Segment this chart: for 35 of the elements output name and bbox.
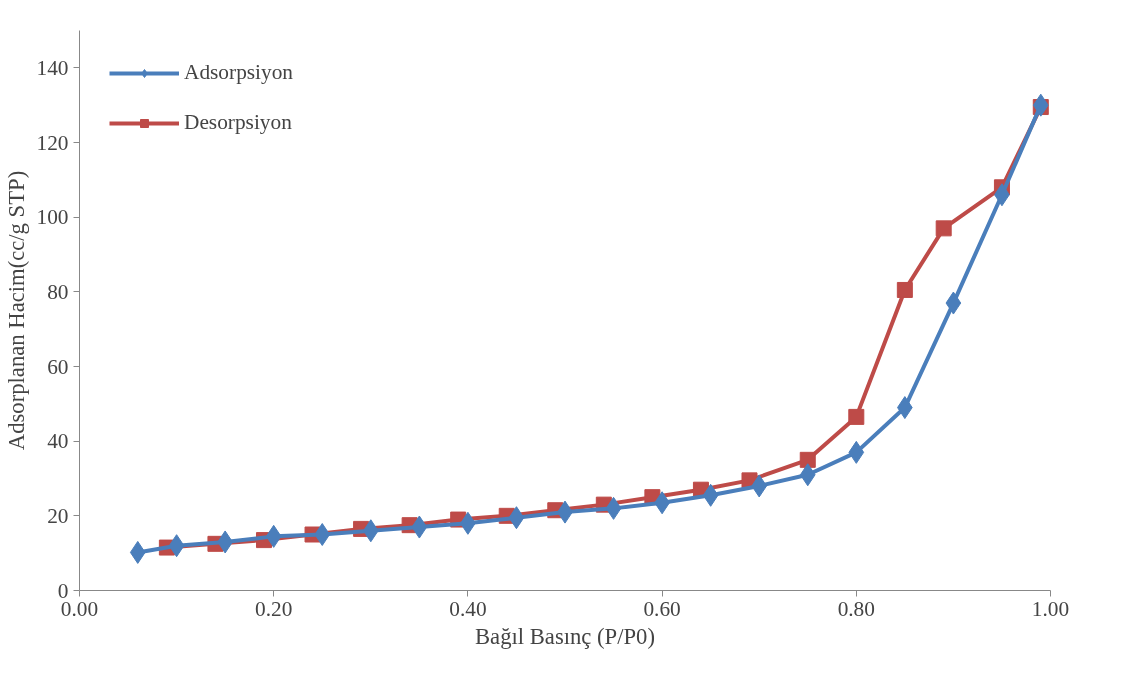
x-tick-label: 0.80 bbox=[837, 596, 875, 621]
y-tick-label: 40 bbox=[47, 429, 69, 454]
x-tick-label: 0.20 bbox=[255, 596, 293, 621]
point bbox=[935, 220, 952, 237]
point bbox=[168, 534, 185, 558]
y-tick-label: 120 bbox=[36, 130, 69, 155]
x-axis-title: Bağıl Basınç (P/P0) bbox=[475, 623, 656, 649]
point bbox=[508, 506, 525, 530]
point bbox=[751, 474, 768, 498]
legend-label: Desorpsiyon bbox=[184, 110, 292, 135]
y-tick-label: 140 bbox=[36, 55, 69, 80]
point bbox=[314, 523, 331, 546]
point bbox=[848, 440, 865, 464]
point bbox=[799, 451, 816, 468]
point bbox=[1032, 93, 1049, 117]
point bbox=[799, 463, 816, 487]
point bbox=[411, 515, 428, 539]
point bbox=[945, 291, 962, 315]
point bbox=[265, 524, 282, 548]
point bbox=[605, 496, 622, 520]
y-tick-label: 60 bbox=[47, 354, 69, 379]
y-tick-label: 0 bbox=[57, 578, 69, 603]
point bbox=[848, 408, 865, 425]
point bbox=[896, 281, 913, 298]
x-tick-label: 0.60 bbox=[643, 596, 681, 621]
point bbox=[129, 540, 146, 564]
y-tick-label: 20 bbox=[47, 503, 69, 528]
legend-label: Adsorpsiyon bbox=[184, 60, 294, 85]
point bbox=[702, 483, 719, 507]
y-tick-label: 80 bbox=[47, 279, 69, 304]
x-tick-label: 0.40 bbox=[449, 596, 487, 621]
point bbox=[362, 519, 379, 543]
y-tick-label: 100 bbox=[36, 205, 69, 230]
x-tick-label: 1.00 bbox=[1031, 596, 1070, 621]
y-axis-title: Adsorplanan Hacim(cc/g STP) bbox=[3, 170, 29, 451]
